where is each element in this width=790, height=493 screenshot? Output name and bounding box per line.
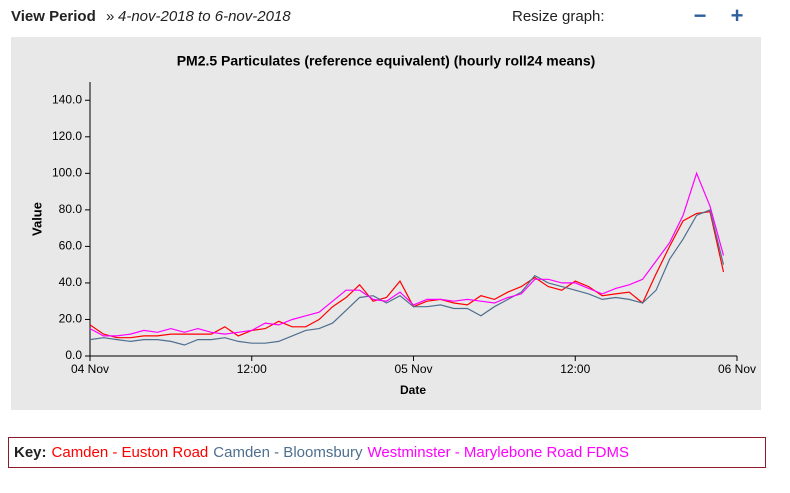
chart-panel xyxy=(11,37,761,410)
y-tick-label: 40.0 xyxy=(59,275,83,289)
y-tick-label: 140.0 xyxy=(52,92,82,106)
series-line xyxy=(89,209,725,346)
separator: » xyxy=(106,8,114,25)
shrink-button[interactable]: − xyxy=(694,3,707,28)
legend-entry: Westminster - Marylebone Road FDMS xyxy=(368,444,629,461)
key-label: Key: xyxy=(14,444,47,461)
legend-entry: Camden - Bloomsbury xyxy=(213,444,363,461)
x-tick-label: 12:00 xyxy=(560,362,590,376)
y-tick-label: 0.0 xyxy=(65,348,82,362)
x-tick-label: 12:00 xyxy=(237,362,267,376)
y-tick-label: 100.0 xyxy=(52,166,82,180)
y-axis-label: Value xyxy=(29,202,44,236)
y-tick-label: 80.0 xyxy=(59,202,83,216)
x-tick-label: 06 Nov xyxy=(718,362,756,376)
key: Key: Camden - Euston Road Camden - Bloomsb… xyxy=(14,444,629,461)
plot: 0.0 20.0 40.0 60.0 80.0 100.0 120.0 140.0 04 Nov… xyxy=(52,82,756,376)
x-tick-label: 05 Nov xyxy=(394,362,432,376)
resize-label: Resize graph: xyxy=(512,8,605,25)
period: 4-nov-2018 to 6-nov-2018 xyxy=(118,8,291,25)
key-box xyxy=(8,437,766,468)
x-tick-label: 04 Nov xyxy=(71,362,109,376)
series-line xyxy=(89,171,725,337)
y-tick-label: 20.0 xyxy=(59,312,83,326)
y-tick-label: 120.0 xyxy=(52,129,82,143)
view-period-label: View Period xyxy=(11,8,96,25)
chart-title: PM2.5 Particulates (reference equivalent… xyxy=(177,53,596,69)
y-tick-label: 60.0 xyxy=(59,239,83,253)
grow-button[interactable]: + xyxy=(731,3,744,28)
x-axis-label: Date xyxy=(400,383,426,397)
series-line xyxy=(89,211,725,339)
legend-entry: Camden - Euston Road xyxy=(52,444,209,461)
